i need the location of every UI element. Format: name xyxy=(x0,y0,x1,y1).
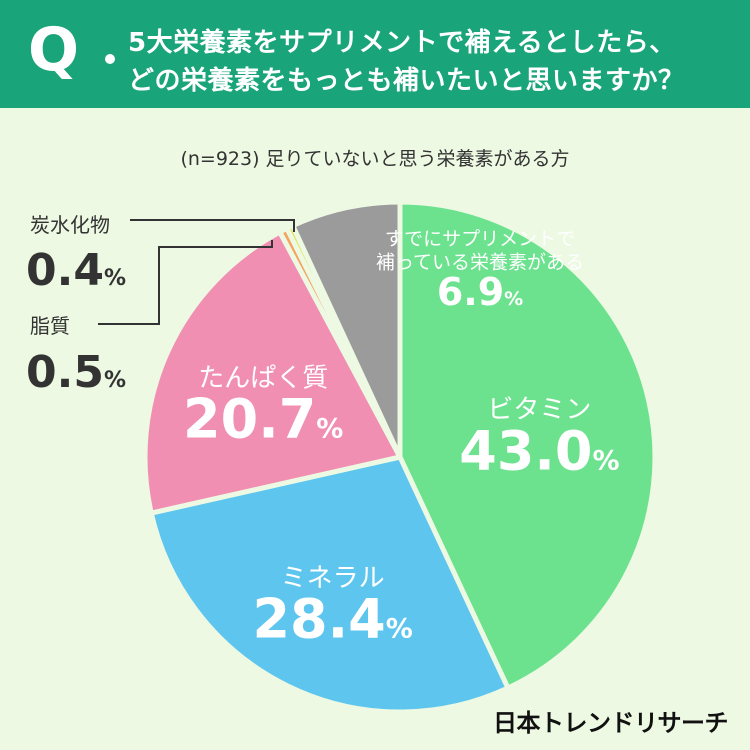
percent-unit: % xyxy=(592,445,619,476)
slice-name-vitamin: ビタミン xyxy=(487,395,591,425)
slice-name-already-supplementing: すでにサプリメントで xyxy=(385,228,575,250)
pie-slice-protein xyxy=(142,229,403,516)
question-text-line-1: 5大栄養素をサプリメントで補えるとしたら、 xyxy=(128,28,676,58)
pie-slice-mineral xyxy=(148,454,511,715)
slice-value-fat: 0.5% xyxy=(26,347,126,398)
slice-name-protein: たんぱく質 xyxy=(198,363,328,393)
slice-value-carbohydrate: 0.4% xyxy=(26,245,126,296)
percent-unit: % xyxy=(104,368,126,393)
question-dot xyxy=(105,54,115,64)
percent-unit: % xyxy=(104,266,126,291)
percent-unit: % xyxy=(504,288,523,310)
slice-name-mineral: ミネラル xyxy=(281,563,385,593)
slice-name-already-supplementing: 補っている栄養素がある xyxy=(376,252,584,274)
percent-unit: % xyxy=(316,414,343,445)
pie-slice-vitamin xyxy=(397,199,658,691)
brand-logo-text: 日本トレンドリサーチ xyxy=(493,709,729,737)
question-q-mark: Q xyxy=(28,15,80,85)
chart-subtitle: (n=923) 足りていないと思う栄養素がある方 xyxy=(180,148,570,170)
percent-unit: % xyxy=(386,614,413,645)
slice-name-fat: 脂質 xyxy=(30,314,70,338)
question-text-line-2: どの栄養素をもっとも補いたいと思いますか？ xyxy=(128,66,685,96)
question-header: Q 5大栄養素をサプリメントで補えるとしたら、 どの栄養素をもっとも補いたいと思… xyxy=(0,0,750,108)
leader-line-carbohydrate xyxy=(130,219,295,232)
leader-line-fat xyxy=(98,240,273,325)
slice-name-carbohydrate: 炭水化物 xyxy=(30,213,110,237)
